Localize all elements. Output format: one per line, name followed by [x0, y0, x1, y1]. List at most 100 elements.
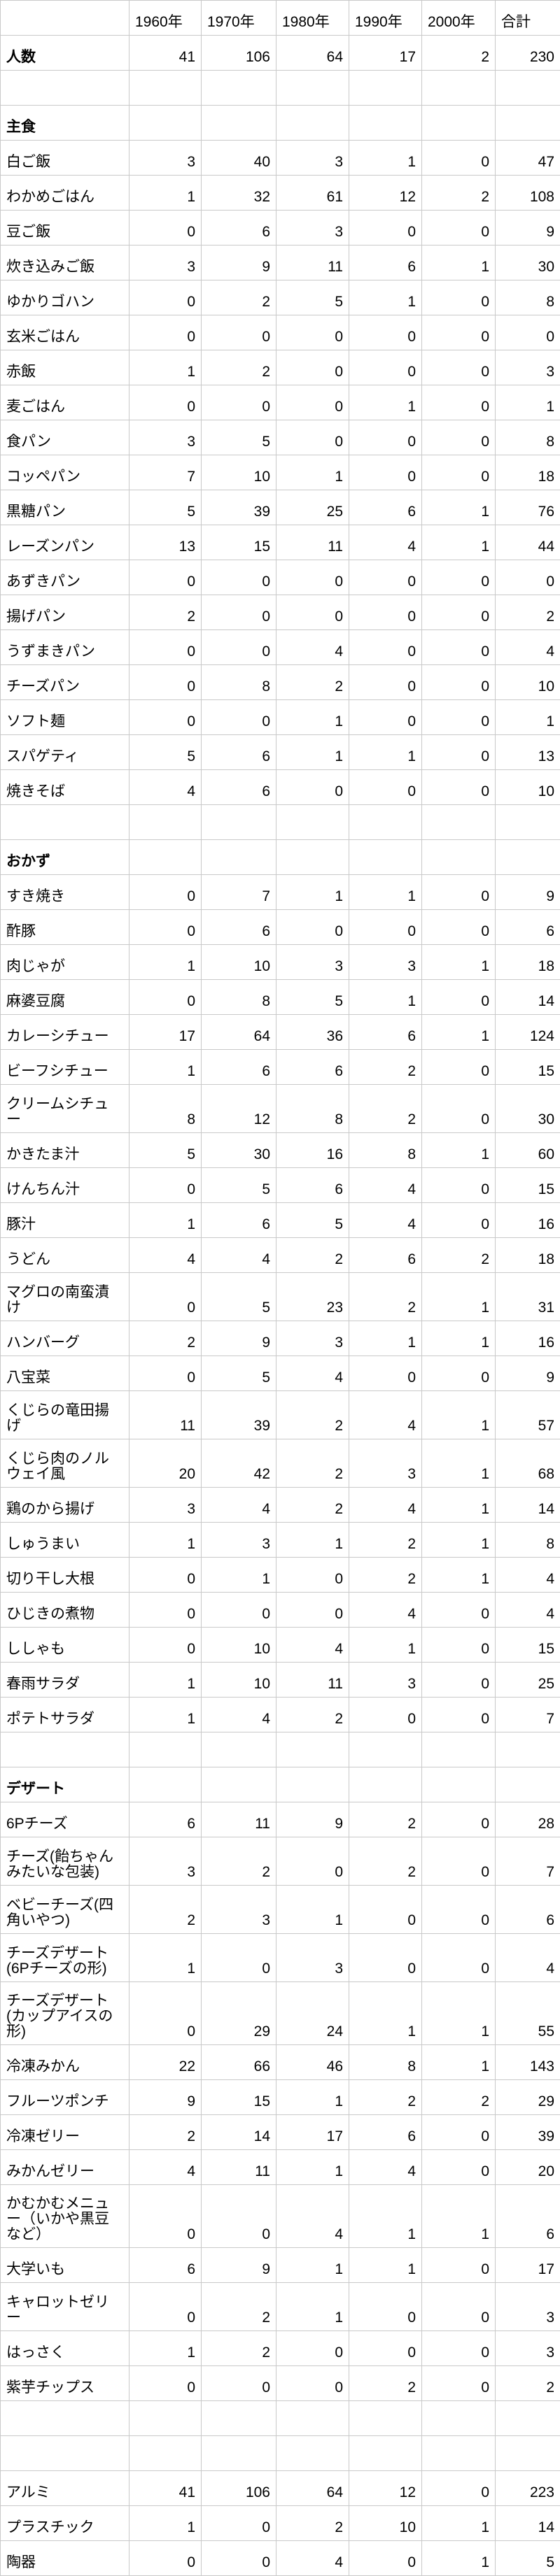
row-label-cell: 八宝菜	[1, 1356, 130, 1391]
value-cell: 0	[422, 735, 496, 770]
spacer-row	[1, 805, 560, 840]
value-cell: 6	[349, 245, 422, 280]
value-cell: 4	[349, 1168, 422, 1203]
row-label-cell: 冷凍みかん	[1, 2045, 130, 2080]
value-cell: 36	[276, 1015, 349, 1050]
column-header: 1980年	[276, 1, 349, 36]
value-cell: 16	[276, 1133, 349, 1168]
value-cell: 0	[422, 141, 496, 176]
value-cell: 1	[276, 2248, 349, 2283]
value-cell: 1	[349, 280, 422, 315]
value-cell: 0	[349, 770, 422, 805]
value-cell: 6	[130, 1802, 202, 1837]
value-cell: 2	[202, 350, 276, 385]
value-cell: 0	[276, 910, 349, 945]
value-cell: 106	[202, 2471, 276, 2506]
spacer-row	[1, 71, 560, 106]
row-label-cell: うどん	[1, 1238, 130, 1273]
value-cell: 4	[276, 630, 349, 665]
value-cell: 4	[496, 630, 560, 665]
row-label-cell: チーズ(飴ちゃんみたいな包装)	[1, 1837, 130, 1886]
value-cell: 223	[496, 2471, 560, 2506]
row-label-cell: ポテトサラダ	[1, 1698, 130, 1732]
value-cell	[422, 805, 496, 840]
value-cell: 2	[349, 2366, 422, 2401]
row-label-cell: しゅうまい	[1, 1523, 130, 1558]
value-cell: 1	[349, 735, 422, 770]
column-header: 合計	[496, 1, 560, 36]
value-cell	[422, 2436, 496, 2471]
value-cell: 4	[276, 1356, 349, 1391]
value-cell: 0	[422, 2115, 496, 2150]
value-cell: 1	[349, 1982, 422, 2045]
value-cell: 1	[276, 2150, 349, 2185]
row-label-cell: 揚げパン	[1, 595, 130, 630]
value-cell: 11	[276, 1663, 349, 1698]
value-cell: 6	[202, 910, 276, 945]
value-cell: 10	[202, 1663, 276, 1698]
value-cell: 11	[276, 245, 349, 280]
value-cell	[349, 71, 422, 106]
value-cell: 6	[202, 1203, 276, 1238]
value-cell: 6	[496, 910, 560, 945]
row-label-cell: かむかむメニュー（いかや黒豆など）	[1, 2185, 130, 2248]
value-cell: 0	[422, 1628, 496, 1663]
row-label-cell	[1, 71, 130, 106]
value-cell: 4	[349, 1488, 422, 1523]
row-label-cell: ベビーチーズ(四角いやつ)	[1, 1886, 130, 1934]
value-cell: 143	[496, 2045, 560, 2080]
value-cell: 4	[349, 2150, 422, 2185]
spacer-row	[1, 1732, 560, 1767]
value-cell: 6	[349, 2115, 422, 2150]
row-label-cell: 白ご飯	[1, 141, 130, 176]
value-cell: 0	[422, 630, 496, 665]
value-cell: 1	[130, 1663, 202, 1698]
value-cell: 8	[202, 665, 276, 700]
value-cell	[422, 2401, 496, 2436]
row-label-cell: けんちん汁	[1, 1168, 130, 1203]
value-cell: 1	[422, 2185, 496, 2248]
value-cell: 32	[202, 176, 276, 211]
value-cell: 0	[422, 770, 496, 805]
row-label-cell: うずまきパン	[1, 630, 130, 665]
value-cell: 6	[202, 1050, 276, 1085]
value-cell: 16	[496, 1203, 560, 1238]
value-cell: 3	[276, 945, 349, 980]
value-cell: 1	[422, 1273, 496, 1321]
value-cell: 7	[202, 875, 276, 910]
value-cell: 124	[496, 1015, 560, 1050]
value-cell: 0	[276, 560, 349, 595]
value-cell: 0	[349, 1356, 422, 1391]
row-label-cell: 炊き込みご飯	[1, 245, 130, 280]
value-cell: 0	[130, 630, 202, 665]
value-cell: 0	[422, 665, 496, 700]
value-cell: 4	[202, 1698, 276, 1732]
value-cell: 1	[349, 875, 422, 910]
value-cell: 0	[130, 315, 202, 350]
value-cell: 40	[202, 141, 276, 176]
row-label-cell: ビーフシチュー	[1, 1050, 130, 1085]
value-cell: 0	[422, 1663, 496, 1698]
value-cell: 4	[130, 770, 202, 805]
value-cell: 10	[202, 1628, 276, 1663]
value-cell: 0	[422, 211, 496, 245]
value-cell: 0	[422, 700, 496, 735]
value-cell	[496, 805, 560, 840]
value-cell: 0	[349, 350, 422, 385]
row-label-cell: 赤飯	[1, 350, 130, 385]
value-cell: 9	[276, 1802, 349, 1837]
value-cell: 15	[496, 1628, 560, 1663]
